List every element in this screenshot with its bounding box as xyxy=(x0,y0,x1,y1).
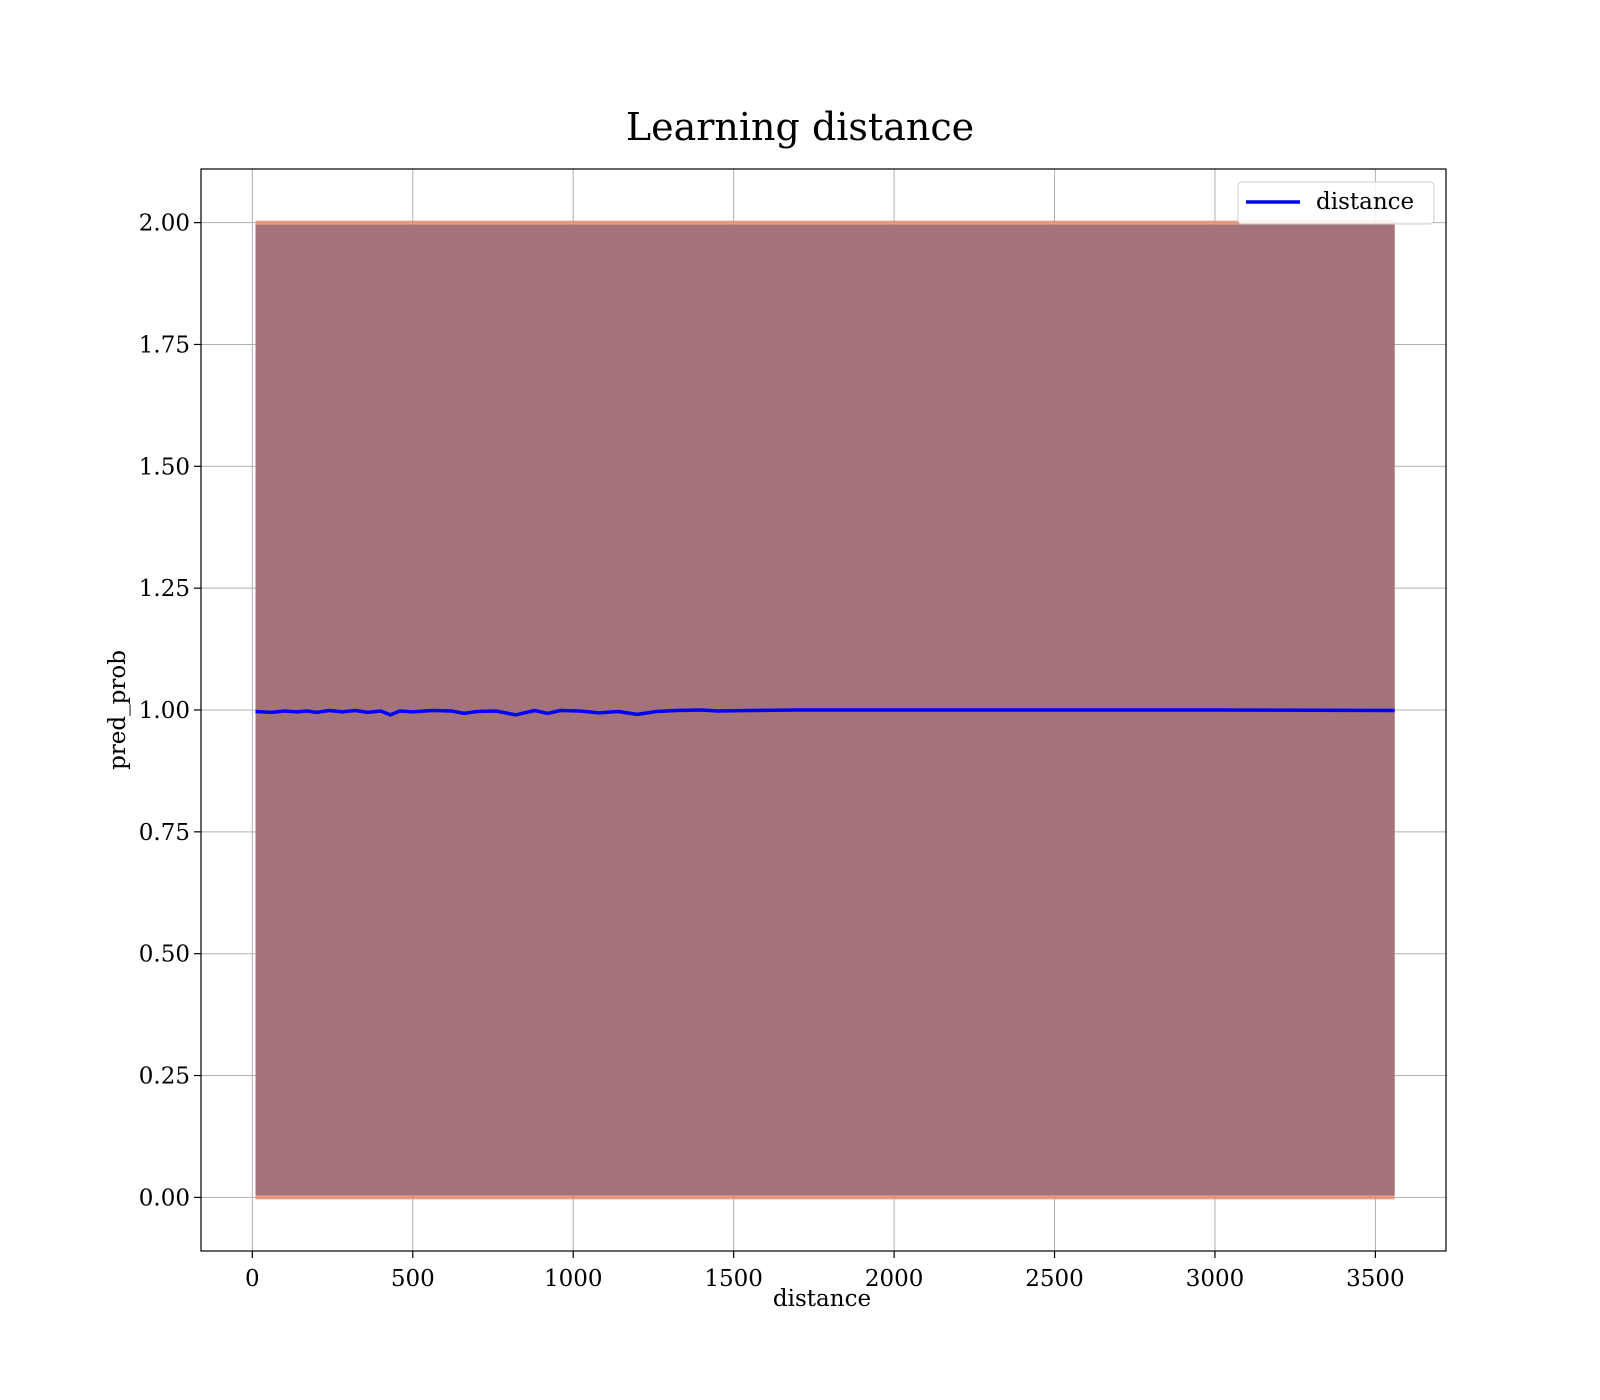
chart-title: Learning distance xyxy=(626,105,974,149)
x-axis: 0 500 1000 1500 2000 2500 3000 3500 xyxy=(245,1251,1405,1292)
legend: distance xyxy=(1237,181,1435,225)
y-tick-label: 0.50 xyxy=(139,942,190,968)
y-tick-label: 1.00 xyxy=(139,698,190,724)
x-tick-label: 1500 xyxy=(704,1266,763,1292)
y-tick-label: 1.25 xyxy=(139,576,190,602)
y-tick-label: 0.25 xyxy=(139,1064,190,1090)
x-tick-label: 0 xyxy=(245,1266,260,1292)
x-tick-label: 2500 xyxy=(1025,1266,1084,1292)
x-tick-label: 3500 xyxy=(1346,1266,1405,1292)
legend-box xyxy=(1237,181,1435,225)
y-axis: 0.00 0.25 0.50 0.75 1.00 1.25 1.50 1.75 2.00 xyxy=(139,211,201,1211)
y-tick-label: 1.75 xyxy=(139,332,190,358)
x-tick-label: 500 xyxy=(391,1266,435,1292)
series-line-distance xyxy=(255,708,1395,717)
y-tick-label: 2.00 xyxy=(139,211,190,237)
x-tick-label: 2000 xyxy=(865,1266,924,1292)
y-axis-label: pred_prob xyxy=(105,650,131,770)
y-tick-label: 1.50 xyxy=(139,454,190,480)
x-tick-label: 3000 xyxy=(1186,1266,1245,1292)
x-axis-label: distance xyxy=(773,1286,871,1312)
y-tick-label: 0.00 xyxy=(139,1185,190,1211)
y-tick-label: 0.75 xyxy=(139,820,190,846)
series-group xyxy=(255,708,1395,717)
x-tick-label: 1000 xyxy=(544,1266,603,1292)
legend-label: distance xyxy=(1316,189,1414,215)
